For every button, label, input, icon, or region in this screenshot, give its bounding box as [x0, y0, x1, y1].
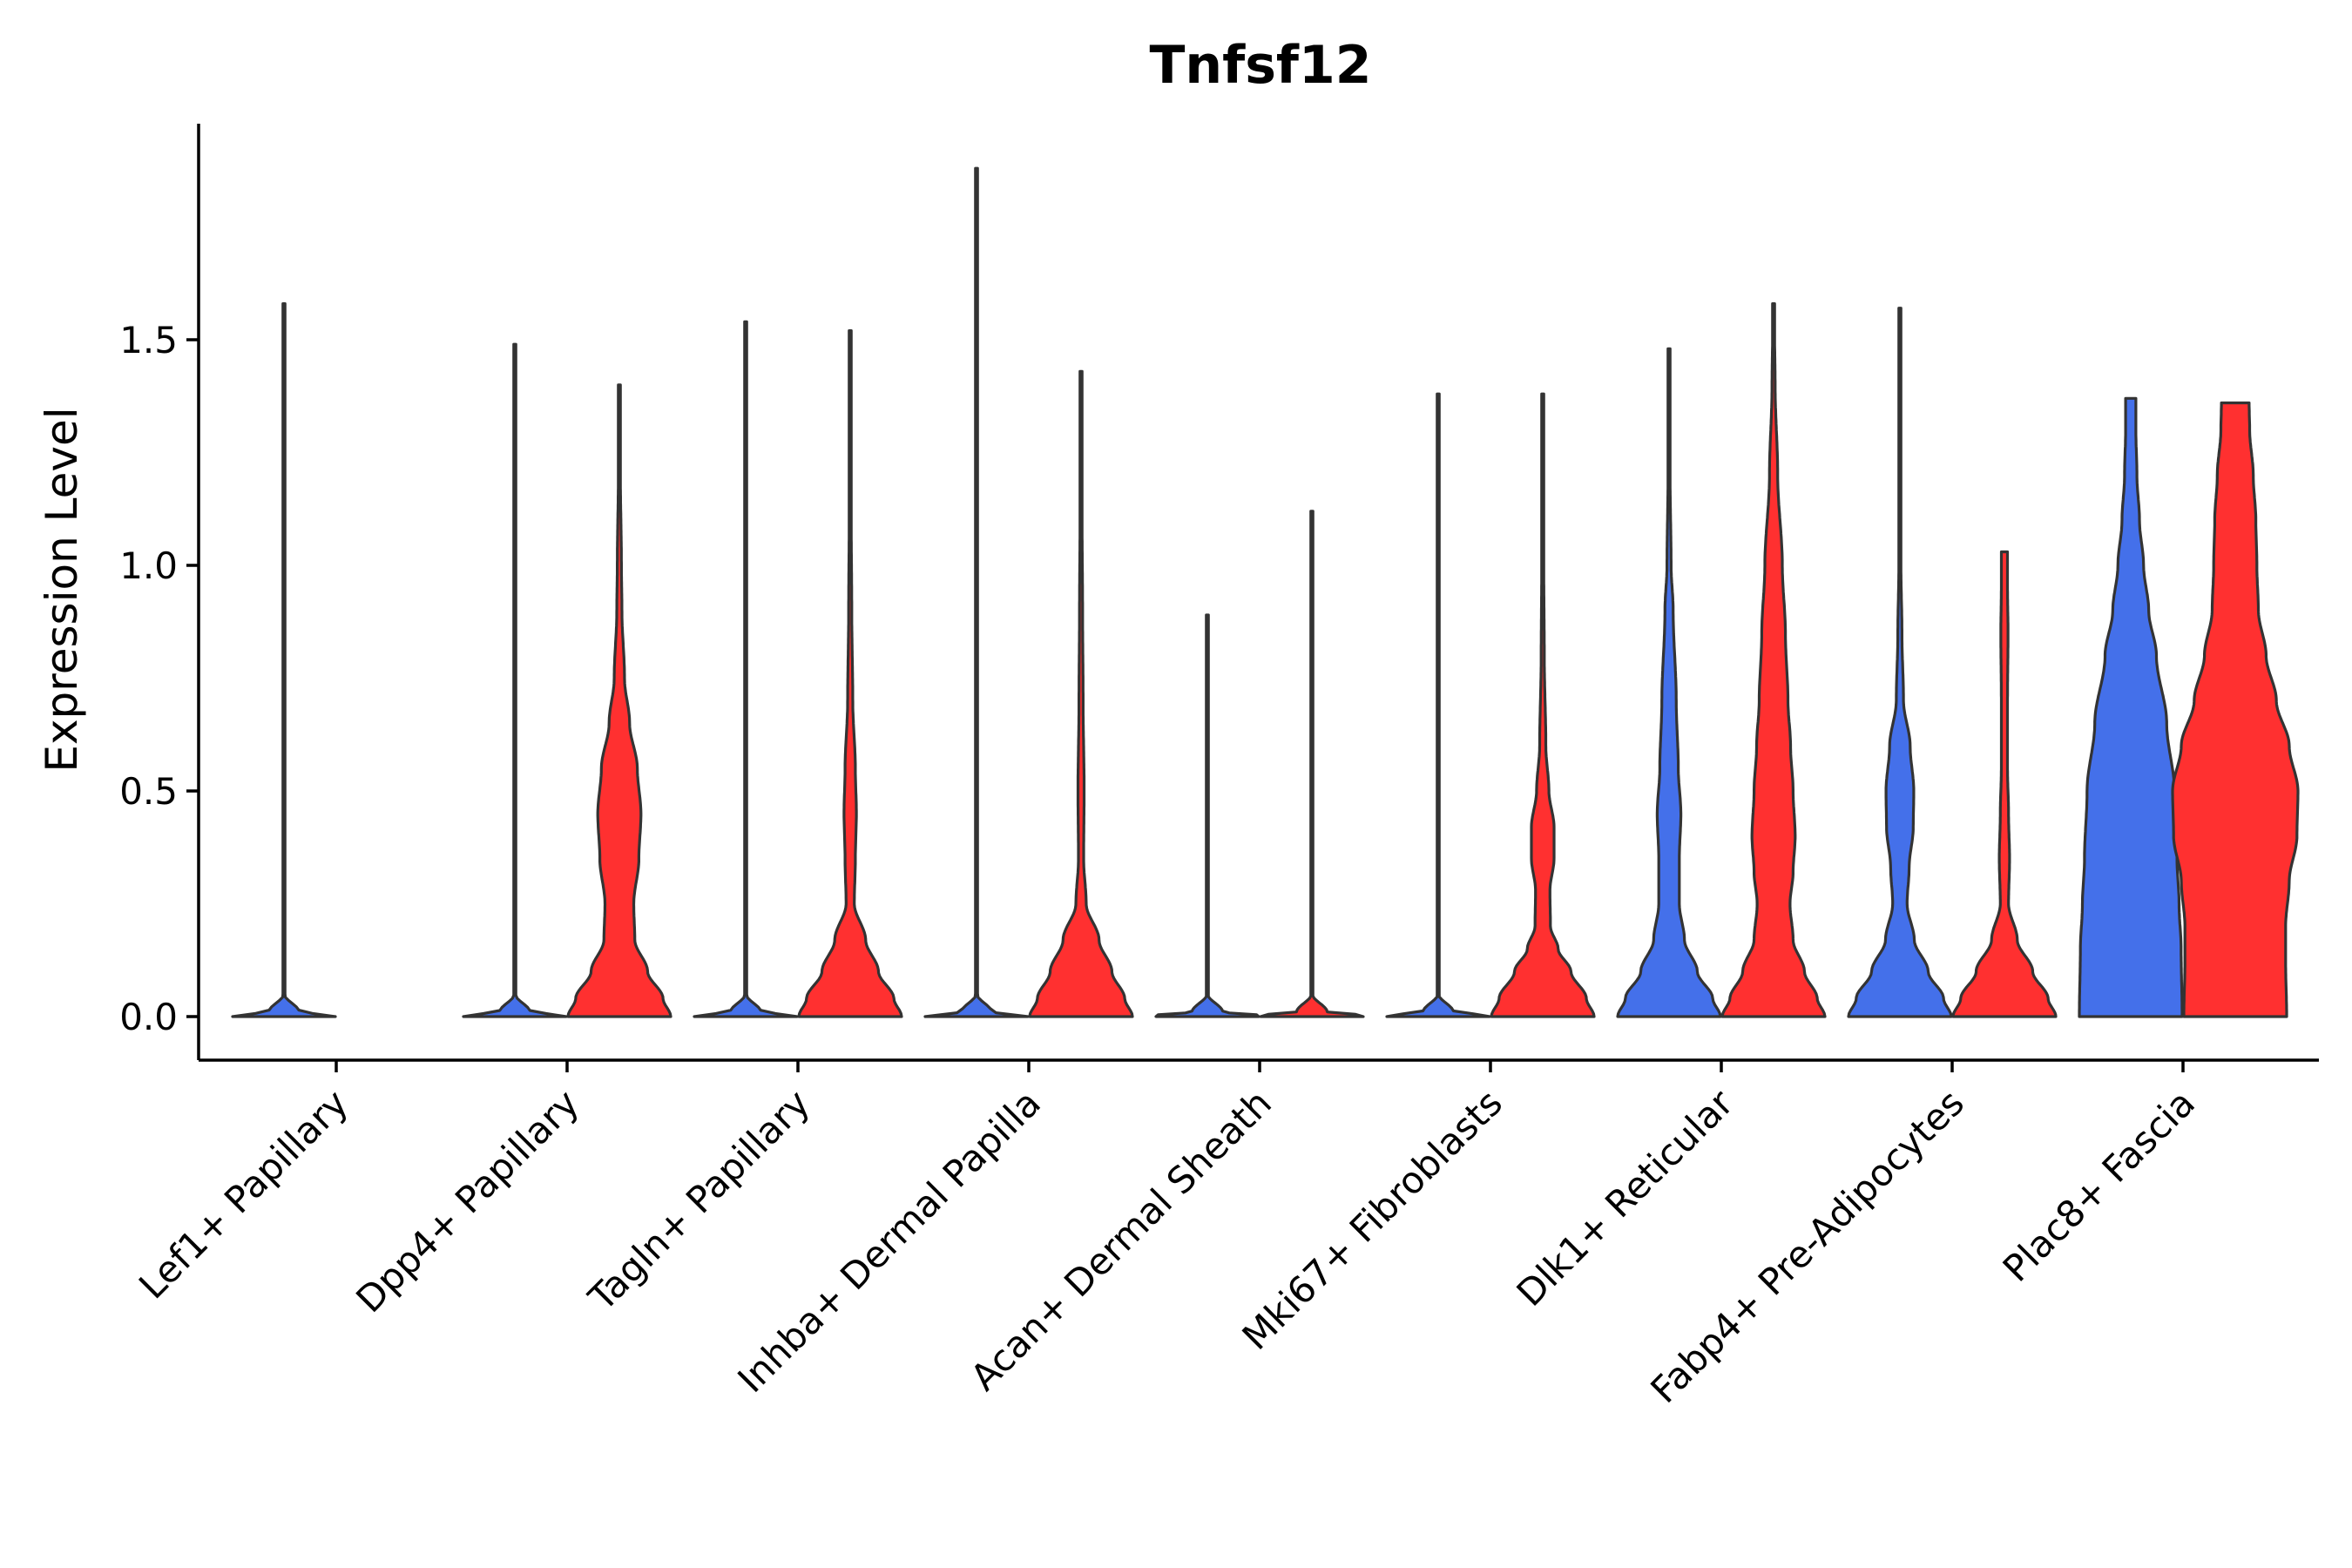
violin-group1 — [1847, 307, 1953, 1018]
x-tick-label: Dpp4+ Papillary — [348, 1081, 587, 1321]
y-tick-label: 1.0 — [119, 544, 178, 587]
x-tick-label: Tagln+ Papillary — [580, 1081, 818, 1319]
x-tick-label: Dlk1+ Reticular — [1509, 1081, 1742, 1315]
chart-title: Tnfsf12 — [1149, 35, 1371, 96]
violin-group1 — [1385, 392, 1491, 1018]
violin-group2 — [1951, 550, 2058, 1018]
violin-group2 — [1720, 302, 1827, 1018]
violin-group1 — [462, 342, 568, 1018]
violin-group1 — [923, 166, 1030, 1018]
violin-group2 — [1028, 369, 1134, 1018]
x-tick-label: Lef1+ Papillary — [131, 1081, 356, 1307]
y-axis-label: Expression Level — [37, 407, 87, 772]
violin-group2 — [797, 329, 903, 1018]
violin-group2 — [1259, 510, 1365, 1018]
violin-group1 — [1154, 613, 1260, 1018]
violin-group2 — [1490, 392, 1596, 1018]
x-tick-label: Mki67+ Fibroblasts — [1234, 1081, 1511, 1357]
y-tick-label: 0.5 — [119, 770, 178, 813]
y-tick-label: 1.5 — [119, 319, 178, 362]
violin-group1 — [2078, 396, 2184, 1018]
x-tick-label: Plac8+ Fascia — [1995, 1081, 2203, 1289]
violin-group2 — [2171, 401, 2300, 1018]
violin-group1 — [231, 302, 337, 1018]
violin-group1 — [1616, 347, 1722, 1018]
violin-group1 — [693, 320, 799, 1018]
y-tick-label: 0.0 — [119, 996, 178, 1038]
y-ticks: 0.0 0.5 1.0 1.5 — [119, 319, 199, 1038]
violins-layer — [231, 166, 2300, 1018]
violin-group2 — [566, 383, 672, 1018]
